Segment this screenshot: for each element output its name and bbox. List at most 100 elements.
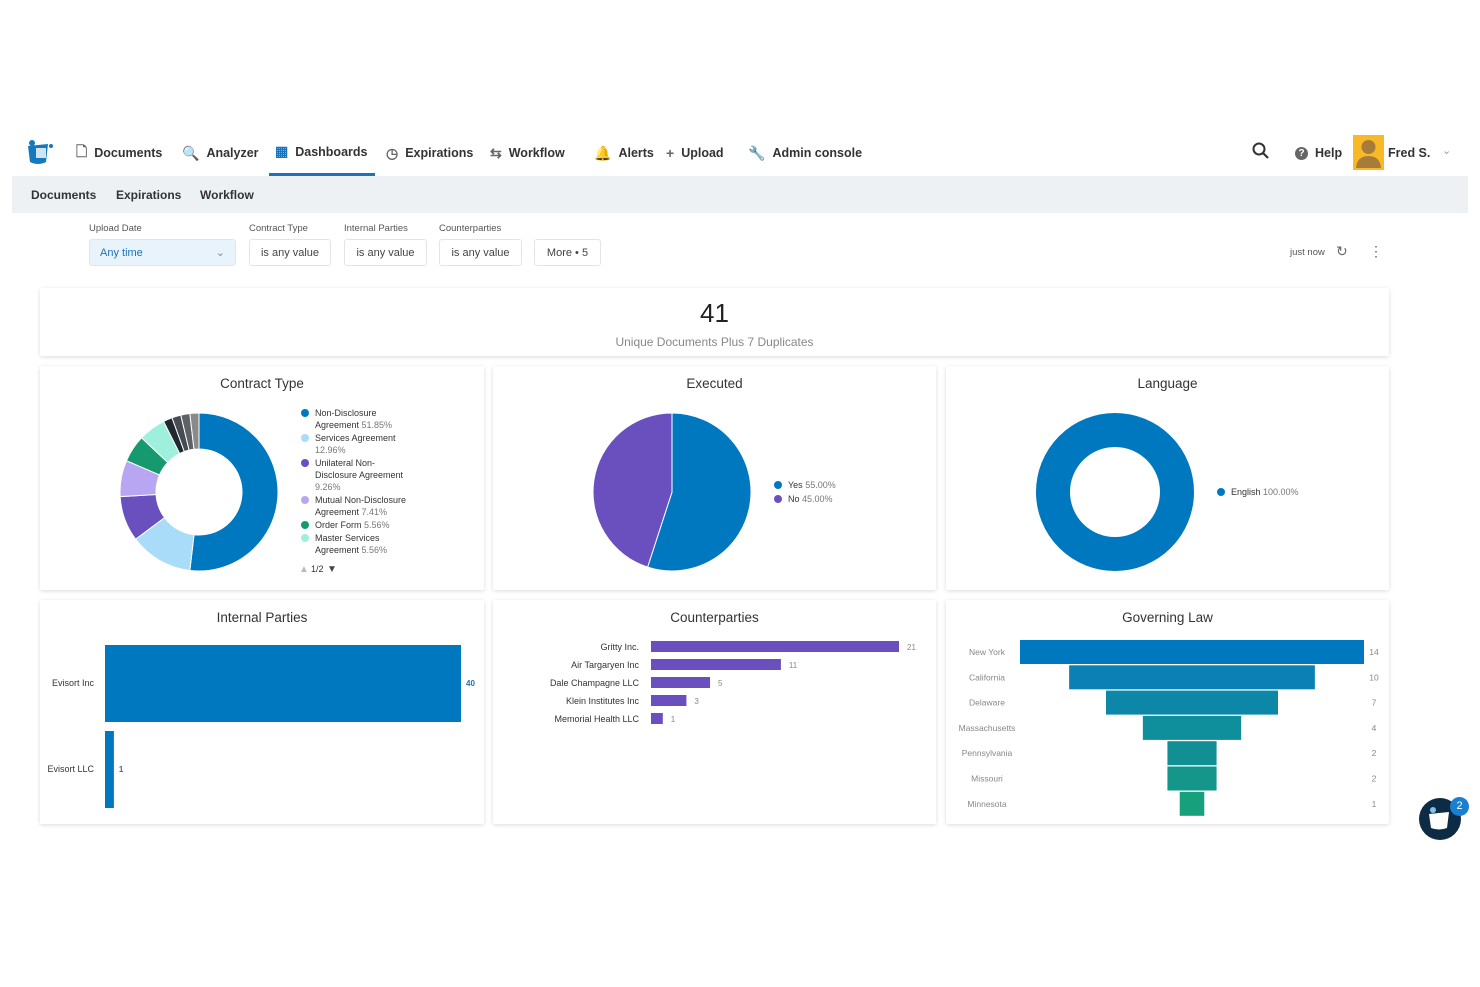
chart-title: Contract Type <box>220 376 304 391</box>
legend-label[interactable]: Non-Disclosure <box>315 408 377 418</box>
value-label: 2 <box>1372 748 1377 758</box>
internal-parties-label: Internal Parties <box>344 223 408 234</box>
contract-type-filter[interactable]: is any value <box>249 239 331 266</box>
nav-label: Dashboards <box>295 144 368 159</box>
nav-expirations[interactable]: ◷ Expirations <box>386 130 473 176</box>
pie-slice[interactable] <box>189 412 200 450</box>
legend-marker <box>301 459 309 467</box>
category-label: Evisort LLC <box>47 764 94 774</box>
chevron-down-icon: ⌄ <box>215 247 225 259</box>
legend-label[interactable]: Services Agreement <box>315 433 396 443</box>
category-label: Evisort Inc <box>52 678 95 688</box>
help-label: Help <box>1315 146 1343 160</box>
evisort-logo[interactable] <box>24 138 54 166</box>
legend-marker <box>774 481 782 489</box>
bar[interactable] <box>105 645 461 722</box>
subtab-documents[interactable]: Documents <box>31 188 97 202</box>
funnel-bar[interactable] <box>1167 741 1217 766</box>
legend-next-icon[interactable]: ▼ <box>327 564 337 575</box>
legend-label[interactable]: Mutual Non-Disclosure <box>315 495 406 505</box>
value-label: 11 <box>789 661 798 670</box>
category-label: Gritty Inc. <box>600 642 639 652</box>
legend-label[interactable]: Master Services <box>315 533 380 543</box>
pie-slice[interactable] <box>1036 413 1194 571</box>
legend-prev-icon[interactable]: ▲ <box>299 564 309 575</box>
nav-workflow[interactable]: ⇆ Workflow <box>490 130 565 176</box>
refresh-icon[interactable]: ↻ <box>1336 243 1348 259</box>
more-options-icon[interactable]: ⋮ <box>1369 243 1383 259</box>
funnel-bar[interactable] <box>1020 640 1364 664</box>
legend-marker <box>301 434 309 442</box>
funnel-bar[interactable] <box>1106 690 1278 715</box>
counterparties-filter[interactable]: is any value <box>439 239 522 266</box>
value-label: 40 <box>466 679 475 688</box>
help-button[interactable]: ? Help <box>1295 130 1342 176</box>
internal-parties-card: Internal Parties Evisort Inc 40 Evisort LL… <box>40 600 484 824</box>
language-card: Language English 100.00% <box>946 366 1389 590</box>
bar[interactable] <box>651 641 899 652</box>
nav-admin-console[interactable]: 🔧 Admin console <box>748 130 862 176</box>
legend-label[interactable]: Unilateral Non- <box>315 458 375 468</box>
nav-label: Expirations <box>405 146 474 160</box>
legend-label[interactable]: Disclosure Agreement <box>315 470 404 480</box>
bar[interactable] <box>651 695 687 706</box>
subtab-workflow[interactable]: Workflow <box>200 188 254 202</box>
bar[interactable] <box>105 731 114 808</box>
legend-label[interactable]: Order Form 5.56% <box>315 520 390 530</box>
nav-label: Analyzer <box>206 146 259 160</box>
avatar[interactable] <box>1353 135 1384 170</box>
last-updated: just now <box>1290 247 1325 258</box>
nav-alerts[interactable]: 🔔 Alerts <box>594 130 654 176</box>
value-label: 5 <box>718 679 723 688</box>
search-icon[interactable] <box>1252 142 1270 165</box>
funnel-bar[interactable] <box>1069 665 1315 690</box>
internal-parties-filter[interactable]: is any value <box>344 239 427 266</box>
chevron-down-icon[interactable]: ⌄ <box>1442 145 1452 157</box>
legend-label[interactable]: 9.26% <box>315 482 341 492</box>
legend-label[interactable]: 12.96% <box>315 445 346 455</box>
more-filters-button[interactable]: More • 5 <box>534 239 601 266</box>
subtab-expirations[interactable]: Expirations <box>116 188 182 202</box>
nav-analyzer[interactable]: 🔍 Analyzer <box>182 130 259 176</box>
value-label: 21 <box>907 643 916 652</box>
legend-label[interactable]: English 100.00% <box>1231 487 1299 497</box>
document-icon: 🗋 <box>76 143 88 159</box>
pie-slice[interactable] <box>592 412 673 568</box>
chat-bot-icon <box>1429 807 1449 830</box>
value-label: 1 <box>1372 799 1377 809</box>
bar[interactable] <box>651 677 711 688</box>
top-nav: 🗋 Documents 🔍 Analyzer ▦ Dashboards ◷ Expiratio… <box>12 130 1468 176</box>
summary-card: 41 Unique Documents Plus 7 Duplicates <box>40 288 1389 356</box>
pie-slice[interactable] <box>646 412 752 572</box>
category-label: Memorial Health LLC <box>554 714 639 724</box>
notification-badge: 2 <box>1450 797 1469 816</box>
nav-upload[interactable]: + Upload <box>666 130 724 176</box>
upload-date-label: Upload Date <box>89 223 142 234</box>
nav-dashboards[interactable]: ▦ Dashboards <box>269 130 376 176</box>
funnel-bar[interactable] <box>1179 791 1205 816</box>
upload-date-select[interactable]: Any time ⌄ <box>89 239 236 266</box>
chart-title: Governing Law <box>1122 610 1213 625</box>
nav-documents[interactable]: 🗋 Documents <box>76 130 162 176</box>
legend-label[interactable]: Yes 55.00% <box>788 480 836 490</box>
funnel-bar[interactable] <box>1167 766 1217 791</box>
chart-title: Language <box>1137 376 1198 391</box>
legend-label[interactable]: Agreement 7.41% <box>315 507 387 517</box>
dashboard-icon: ▦ <box>275 143 289 159</box>
legend-marker <box>774 495 782 503</box>
category-label: Massachusetts <box>959 723 1016 733</box>
legend-label[interactable]: Agreement 51.85% <box>315 420 392 430</box>
pie-slice[interactable] <box>189 412 279 572</box>
user-name[interactable]: Fred S. <box>1388 146 1431 160</box>
bar[interactable] <box>651 659 781 670</box>
funnel-bar[interactable] <box>1142 715 1242 740</box>
document-count: 41 <box>700 298 729 328</box>
legend-page: 1/2 <box>311 564 324 574</box>
category-label: New York <box>969 647 1006 657</box>
nav-label: Alerts <box>618 146 654 160</box>
wrench-icon: 🔧 <box>748 144 766 161</box>
legend-label[interactable]: Agreement 5.56% <box>315 545 387 555</box>
bar[interactable] <box>651 713 663 724</box>
category-label: Pennsylvania <box>962 748 1013 758</box>
legend-label[interactable]: No 45.00% <box>788 494 833 504</box>
